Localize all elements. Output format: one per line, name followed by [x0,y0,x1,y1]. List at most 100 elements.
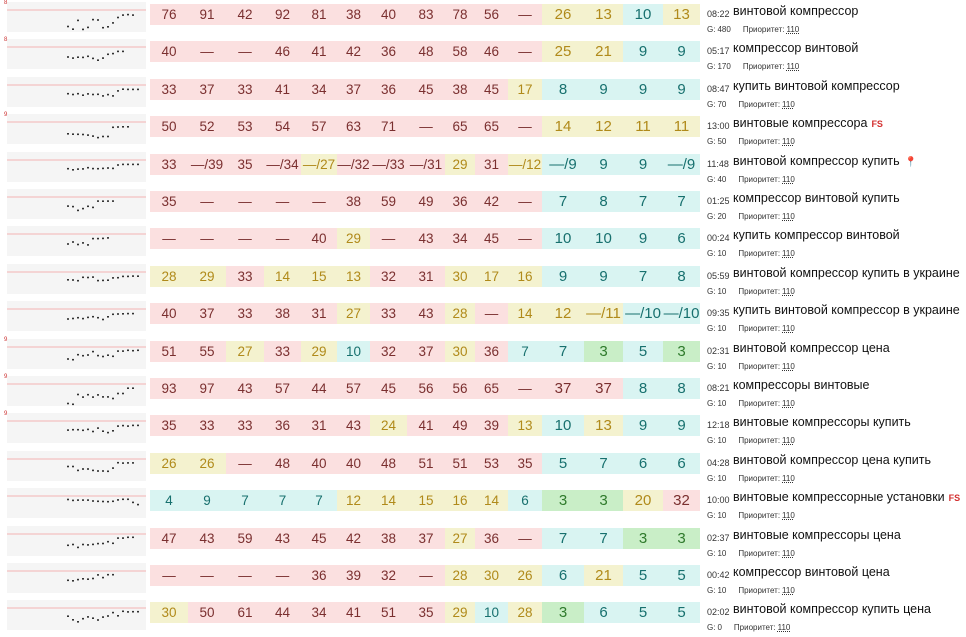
position-cell[interactable]: 53 [226,116,264,138]
position-cell[interactable]: 27 [337,303,370,325]
keyword-row[interactable]: — — — —36 39 32—28 30 26 6 21 5 5 00:42 компрессор ви… [0,561,966,598]
position-cell[interactable]: 33 [370,303,407,325]
position-cell[interactable]: 41 [407,415,445,437]
priority-value[interactable]: 110 [782,399,795,408]
position-cell[interactable]: 36 [370,41,407,63]
keyword-phrase[interactable]: винтовой компрессор купить цена [733,602,931,616]
position-cell[interactable]: 8 [663,378,700,399]
position-sparkline[interactable] [7,488,146,519]
position-cell[interactable]: —/9 [663,153,700,175]
priority-value[interactable]: 110 [782,249,795,259]
position-cell[interactable]: 91 [188,4,226,25]
position-cell[interactable]: 10 [475,602,508,624]
keyword-phrase[interactable]: винтовой компрессор [733,4,858,18]
keyword-phrase[interactable]: винтовые компрессоры купить [733,415,911,429]
position-cell[interactable]: 29 [445,153,475,175]
position-cell[interactable]: 13 [508,415,542,437]
position-cell[interactable]: 26 [508,565,542,586]
position-cell[interactable]: 9 [188,490,226,512]
position-cell[interactable]: —/39 [188,153,226,175]
position-cell[interactable]: 59 [226,527,264,549]
priority-value[interactable]: 110 [782,511,795,521]
position-cell[interactable]: 37 [407,340,445,362]
position-cell[interactable]: 43 [226,378,264,399]
position-cell[interactable]: 76 [150,4,188,25]
position-cell[interactable]: — [407,116,445,138]
position-sparkline[interactable] [7,563,146,593]
position-cell[interactable]: 38 [264,303,301,325]
keyword-row[interactable]: 35— — — —38 59 49 36 42—7 8 7 7 01:25 компрессор вин… [0,187,966,224]
priority-value[interactable]: 110 [777,623,791,633]
position-cell[interactable]: 31 [301,303,337,325]
position-cell[interactable]: 9 [623,78,663,100]
position-cell[interactable]: 36 [370,78,407,100]
position-cell[interactable]: 27 [445,527,475,549]
position-cell[interactable]: 37 [188,78,226,100]
keyword-phrase[interactable]: винтовые компрессора FS [733,116,883,130]
position-cell[interactable]: 6 [663,228,700,250]
position-cell[interactable]: — [407,565,445,586]
position-cell[interactable]: 40 [301,452,337,474]
priority-value[interactable]: 110 [782,137,795,147]
position-cell[interactable]: 3 [584,340,623,362]
position-cell[interactable]: — [226,41,264,63]
position-cell[interactable]: 46 [264,41,301,63]
position-cell[interactable]: 40 [337,452,370,474]
position-cell[interactable]: 6 [508,490,542,512]
keyword-phrase[interactable]: купить компрессор винтовой [733,228,900,242]
position-cell[interactable]: 16 [445,490,475,512]
keyword-row[interactable]: 9 50 52 53 54 57 63 71—65 65—14 12 11 11 13:00 винтов… [0,112,966,149]
keyword-row[interactable]: 47 43 59 43 45 42 38 37 27 36—7 7 3 3 02:37 винтовые к… [0,524,966,561]
position-cell[interactable]: 34 [301,78,337,100]
position-cell[interactable]: 13 [663,4,700,25]
keyword-row[interactable]: 9 51 55 27 33 29 10 32 37 30 36 7 7 3 5 3 02:31 винтовой … [0,337,966,374]
position-cell[interactable]: — [188,41,226,63]
position-cell[interactable]: 14 [508,303,542,325]
position-cell[interactable]: 57 [264,378,301,399]
position-cell[interactable]: 37 [584,378,623,399]
position-cell[interactable]: 7 [623,265,663,287]
keyword-row[interactable]: 4 9 7 7 7 12 14 15 16 14 6 3 3 20 32 10:00 винтовые комп… [0,486,966,523]
position-cell[interactable]: 97 [188,378,226,399]
position-cell[interactable]: 57 [337,378,370,399]
position-sparkline[interactable]: 9 [4,112,146,145]
position-sparkline[interactable] [7,263,146,294]
keyword-text[interactable]: компрессор винтовой цена [733,565,890,579]
position-cell[interactable]: 65 [475,378,508,399]
position-cell[interactable]: 48 [407,41,445,63]
position-cell[interactable]: — [370,228,407,250]
position-sparkline[interactable] [7,301,146,332]
position-cell[interactable]: 26 [188,452,226,474]
position-cell[interactable]: —/31 [407,153,445,175]
position-cell[interactable]: — [264,191,301,212]
position-cell[interactable]: 29 [337,228,370,250]
priority-value[interactable]: 110 [782,473,795,483]
priority-value[interactable]: 110 [786,62,800,72]
keyword-phrase[interactable]: компрессор винтовой цена [733,565,890,579]
position-cell[interactable]: 30 [445,340,475,362]
priority-value[interactable]: 110 [782,286,795,296]
position-cell[interactable]: 38 [370,527,407,549]
position-cell[interactable]: 29 [188,265,226,287]
position-cell[interactable]: 13 [337,265,370,287]
position-cell[interactable]: — [226,565,264,586]
position-cell[interactable]: 93 [150,378,188,399]
position-sparkline[interactable] [7,450,146,481]
position-cell[interactable]: 28 [150,265,188,287]
position-cell[interactable]: 38 [337,4,370,25]
position-cell[interactable]: — [508,116,542,138]
position-cell[interactable]: 8 [542,78,584,100]
keyword-row[interactable]: 26 26—48 40 40 48 51 51 53 35 5 7 6 6 04:28 винтовой к… [0,449,966,486]
position-cell[interactable]: 35 [226,153,264,175]
position-cell[interactable]: —/10 [623,303,663,325]
keyword-text[interactable]: купить винтовой компрессор в украине [733,303,960,318]
position-cell[interactable]: 9 [584,265,623,287]
position-cell[interactable]: —/12 [508,153,542,175]
keyword-row[interactable]: 28 29 33 14 15 13 32 31 30 17 16 9 9 7 8 05:59 винтовой … [0,262,966,299]
position-cell[interactable]: 51 [370,602,407,624]
position-cell[interactable]: 13 [584,4,623,25]
position-cell[interactable]: 43 [337,415,370,437]
position-cell[interactable]: — [264,228,301,250]
position-cell[interactable]: 26 [542,4,584,25]
position-cell[interactable]: 5 [623,340,663,362]
